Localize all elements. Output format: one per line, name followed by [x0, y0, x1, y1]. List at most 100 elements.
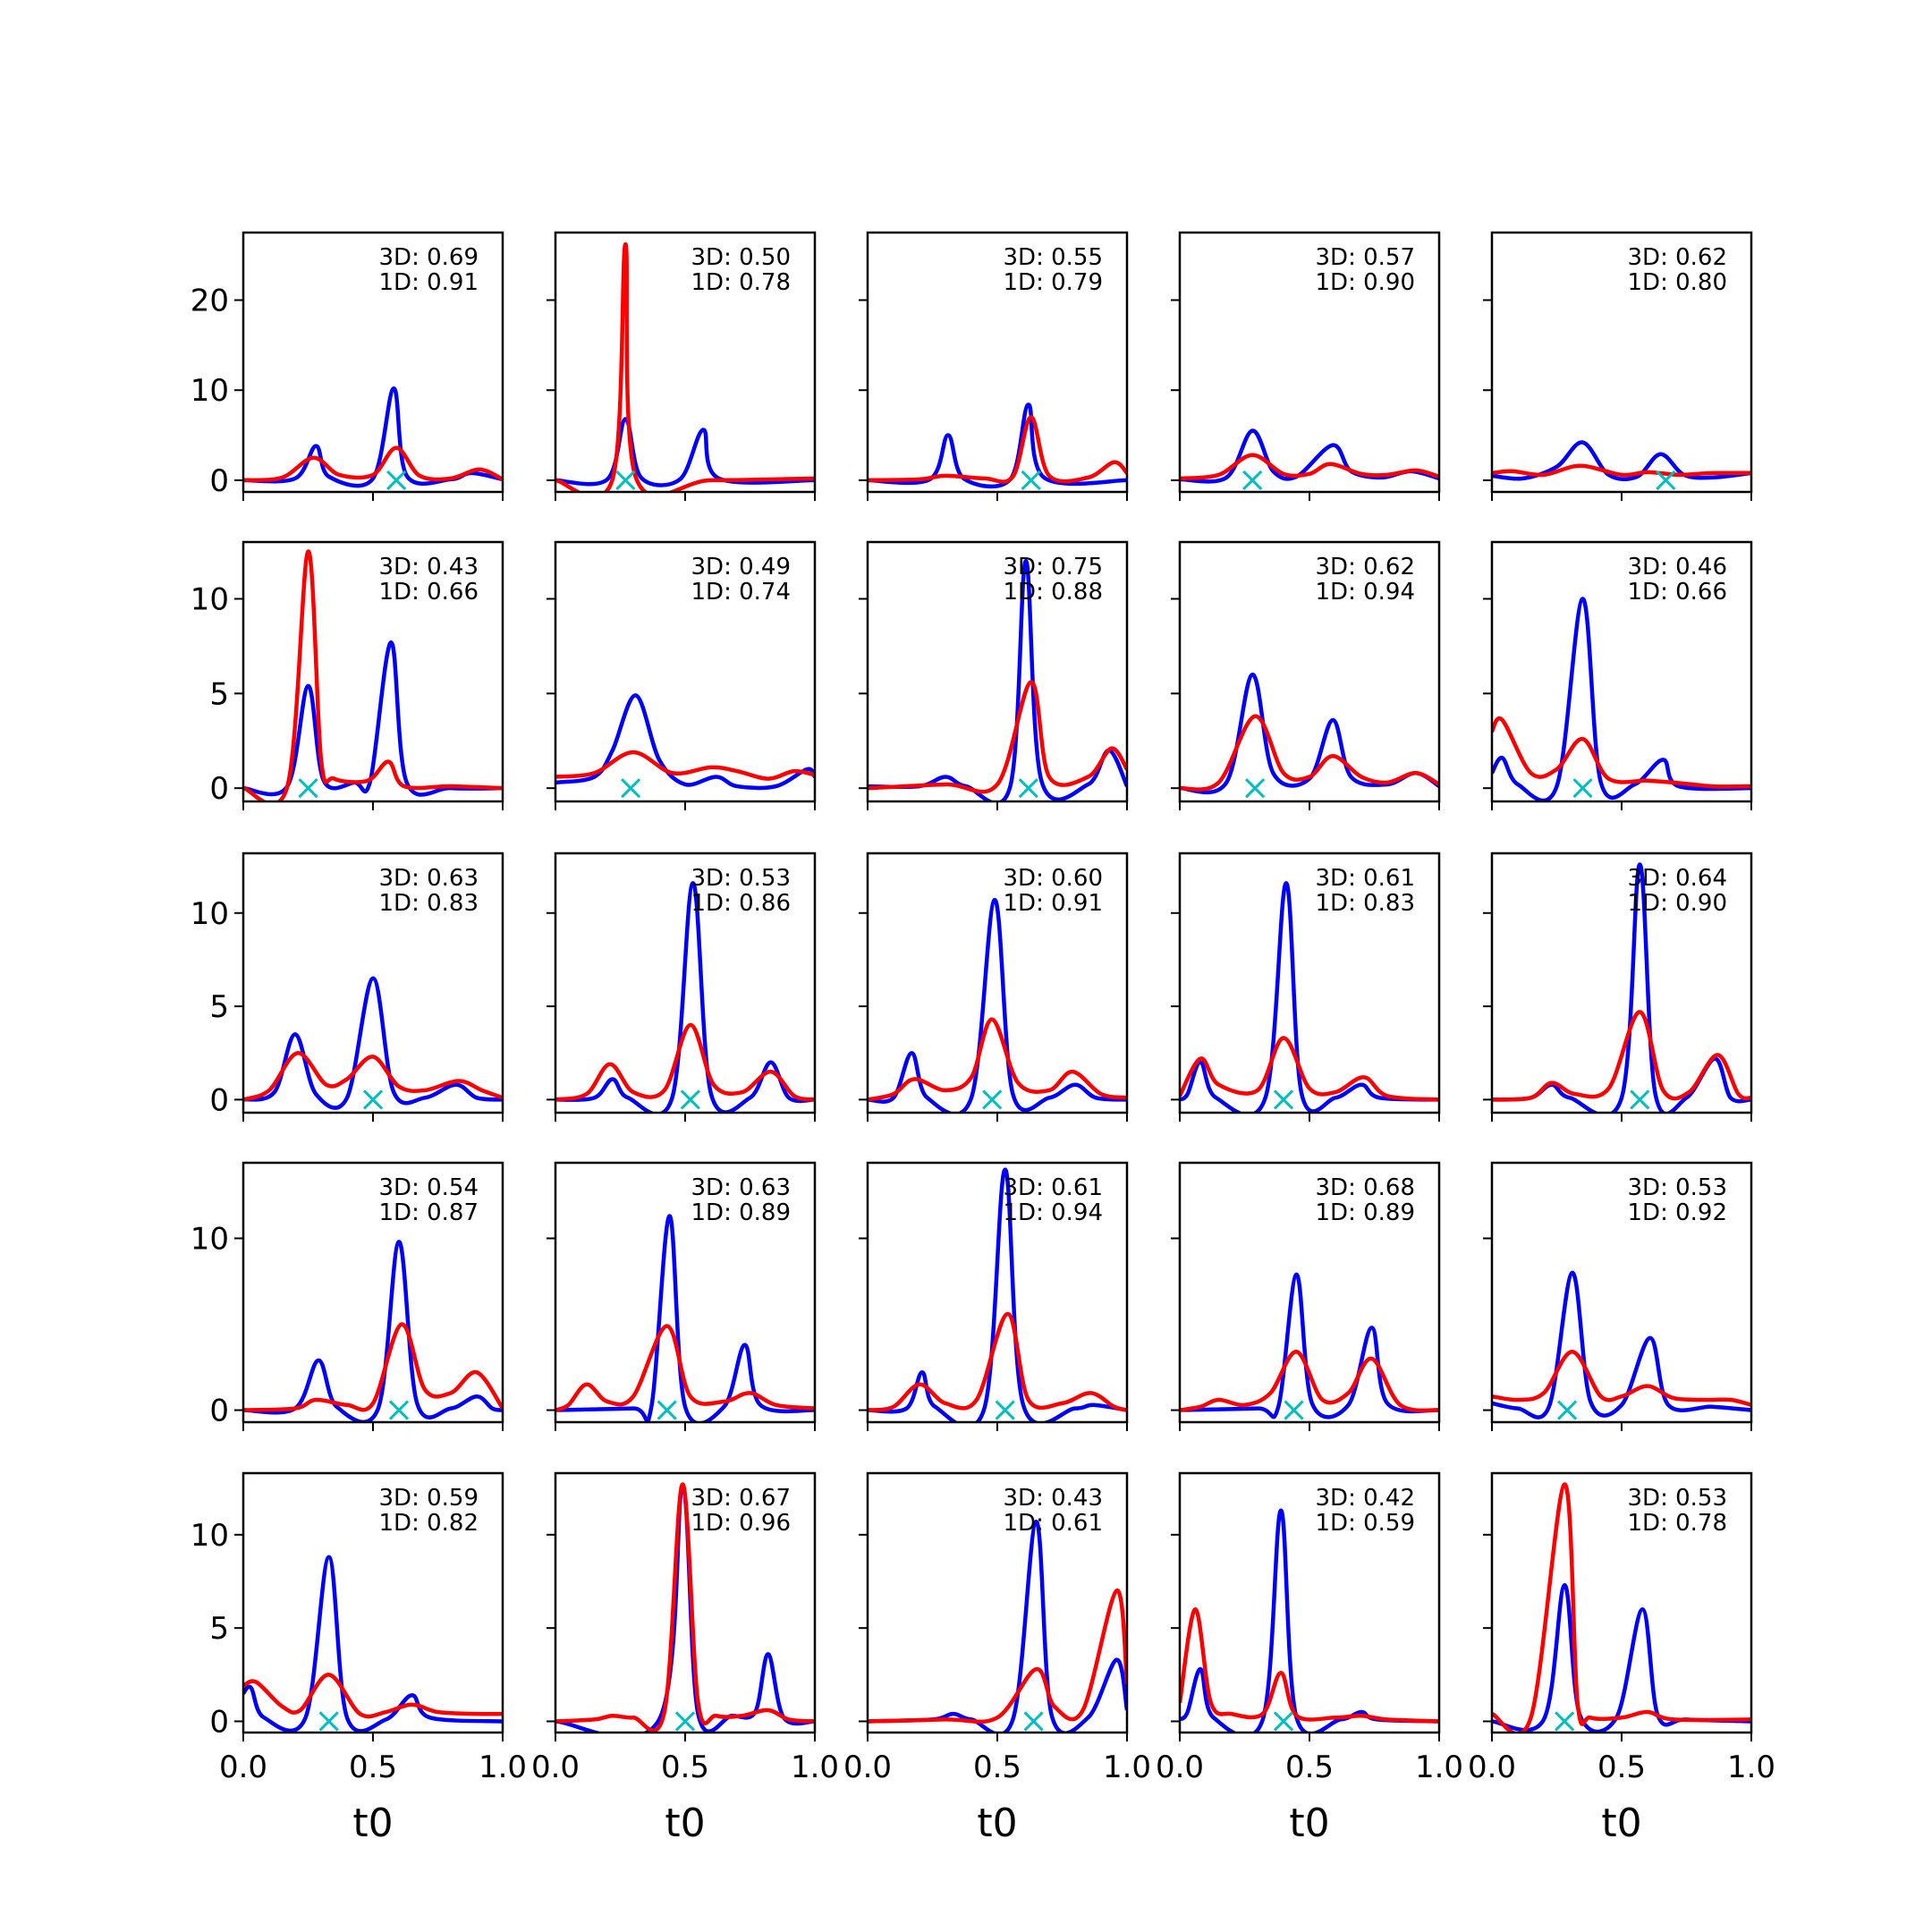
score-1d-label: 1D: 0.61: [1004, 1510, 1103, 1537]
x-tick-label: 1.0: [1415, 1750, 1463, 1785]
curve-1d-line: [868, 1311, 1127, 1412]
event-marker: [1555, 1711, 1575, 1732]
y-tick-label: 10: [191, 1518, 229, 1554]
x-tick-label: 0.0: [843, 1750, 892, 1785]
x-tick-label: 0.5: [661, 1750, 709, 1785]
score-3d-label: 3D: 0.67: [691, 1485, 791, 1512]
score-3d-label: 3D: 0.53: [1628, 1485, 1727, 1512]
event-marker: [1273, 1711, 1294, 1732]
event-marker: [680, 1089, 700, 1110]
event-marker: [386, 470, 407, 490]
y-tick-label: 5: [209, 1611, 229, 1647]
curve-1d-line: [555, 750, 815, 781]
score-3d-label: 3D: 0.69: [379, 244, 479, 271]
score-1d-label: 1D: 0.92: [1628, 1199, 1727, 1226]
score-1d-label: 1D: 0.59: [1316, 1510, 1415, 1537]
curve-1d-line: [243, 549, 503, 801]
event-marker: [1273, 1089, 1294, 1110]
event-marker: [657, 1400, 677, 1420]
curve-3d-line: [868, 1167, 1127, 1422]
event-marker: [1572, 778, 1593, 799]
score-1d-label: 1D: 0.91: [379, 269, 479, 296]
event-marker: [995, 1400, 1015, 1420]
curve-1d-line: [243, 1050, 503, 1102]
score-3d-label: 3D: 0.61: [1316, 865, 1415, 892]
event-marker: [1242, 470, 1263, 490]
curve-1d-line: [555, 1482, 815, 1733]
curve-1d-line: [1180, 1036, 1439, 1102]
y-tick-label: 0: [209, 1082, 229, 1118]
curve-3d-line: [243, 976, 503, 1110]
curve-1d-line: [555, 242, 815, 492]
y-tick-label: 10: [191, 896, 229, 932]
event-marker: [982, 1089, 1003, 1110]
curve-1d-line: [1492, 1350, 1751, 1407]
score-3d-label: 3D: 0.53: [691, 865, 791, 892]
y-tick-label: 0: [209, 1704, 229, 1740]
curve-3d-line: [1492, 1270, 1751, 1419]
curve-1d-line: [555, 1022, 815, 1102]
score-1d-label: 1D: 0.74: [691, 579, 791, 606]
score-3d-label: 3D: 0.43: [1004, 1485, 1103, 1512]
score-3d-label: 3D: 0.43: [379, 554, 479, 580]
curve-3d-line: [868, 897, 1127, 1113]
curve-1d-line: [1180, 1350, 1439, 1413]
event-marker: [615, 470, 636, 490]
score-1d-label: 1D: 0.82: [379, 1510, 479, 1537]
x-tick-label: 0.0: [1468, 1750, 1516, 1785]
x-tick-label: 1.0: [791, 1750, 839, 1785]
y-tick-label: 10: [191, 1222, 229, 1258]
score-3d-label: 3D: 0.68: [1316, 1174, 1415, 1201]
y-tick-label: 5: [209, 989, 229, 1025]
score-3d-label: 3D: 0.63: [379, 865, 479, 892]
score-1d-label: 1D: 0.78: [1628, 1510, 1727, 1537]
event-marker: [674, 1711, 696, 1732]
curve-1d-line: [243, 1322, 503, 1412]
curve-1d-line: [1492, 463, 1751, 478]
score-3d-label: 3D: 0.49: [691, 554, 791, 580]
event-marker: [1018, 778, 1038, 799]
x-tick-label: 0.5: [1597, 1750, 1646, 1785]
curve-1d-line: [1180, 453, 1439, 481]
curve-1d-line: [1492, 1010, 1751, 1102]
curve-3d-line: [868, 1519, 1127, 1733]
curve-1d-line: [1492, 1482, 1751, 1733]
curve-1d-line: [1180, 1607, 1439, 1724]
score-3d-label: 3D: 0.62: [1628, 244, 1727, 271]
event-marker: [1284, 1400, 1304, 1420]
score-1d-label: 1D: 0.90: [1316, 269, 1415, 296]
curve-1d-line: [555, 1324, 815, 1412]
curve-3d-line: [1492, 1582, 1751, 1733]
y-tick-label: 10: [191, 582, 229, 618]
y-tick-label: 0: [209, 771, 229, 807]
x-axis-label: t0: [1289, 1801, 1329, 1846]
curve-1d-line: [1180, 714, 1439, 792]
score-1d-label: 1D: 0.80: [1628, 269, 1727, 296]
x-tick-label: 0.0: [1156, 1750, 1204, 1785]
x-tick-label: 1.0: [1727, 1750, 1775, 1785]
x-axis-label: t0: [977, 1801, 1017, 1846]
y-tick-label: 5: [209, 676, 229, 712]
x-tick-label: 1.0: [1103, 1750, 1151, 1785]
y-tick-label: 0: [209, 463, 229, 499]
event-marker: [1023, 1711, 1044, 1732]
x-tick-label: 0.5: [1285, 1750, 1334, 1785]
score-3d-label: 3D: 0.50: [691, 244, 791, 271]
